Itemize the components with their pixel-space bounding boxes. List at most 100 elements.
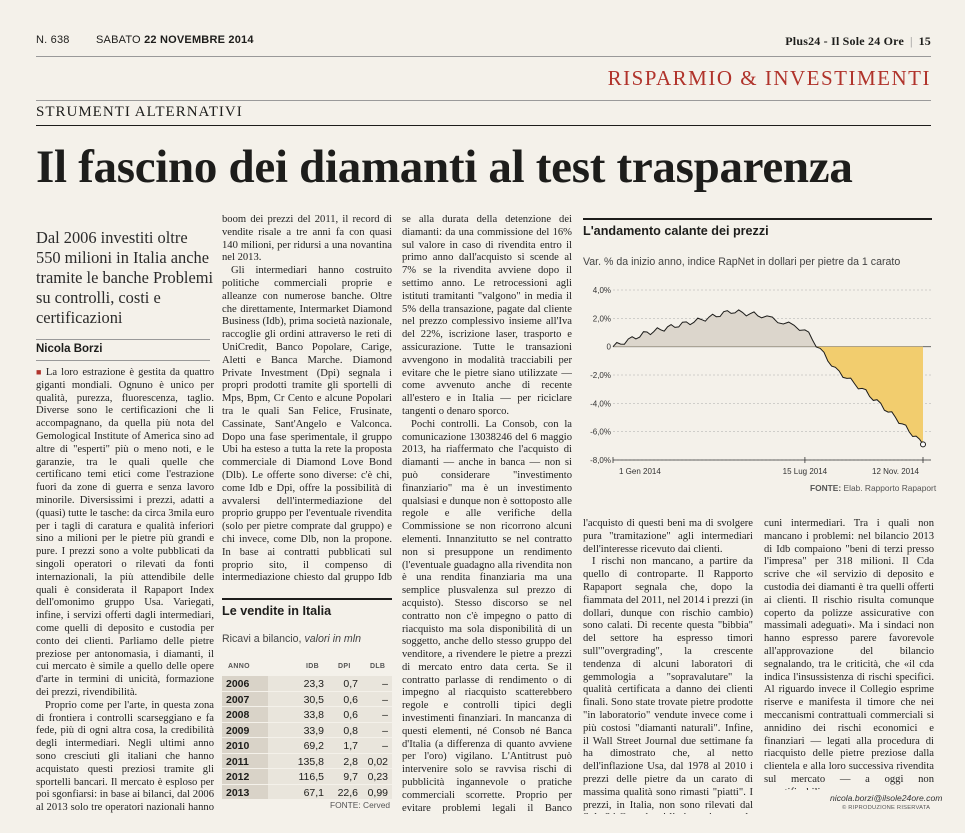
author-rule-top bbox=[36, 339, 210, 340]
table-cell-year: 2007 bbox=[226, 693, 250, 706]
table-cell-year: 2009 bbox=[226, 724, 250, 737]
y-tick-label: -2,0% bbox=[590, 371, 611, 380]
article-paragraph: ■ La loro estrazione è gestita da quattro… bbox=[36, 367, 214, 698]
article-start-icon: ■ bbox=[36, 367, 43, 377]
table-cell-year: 2010 bbox=[226, 740, 250, 752]
table-row: 2012 116,5 9,7 0,23 bbox=[222, 769, 392, 785]
sales-table: 2006 23,3 0,7–2007 30,5 0,6–2008 33,8 0,6–2009… bbox=[222, 676, 392, 800]
series-line bbox=[612, 309, 924, 445]
table-title: Le vendite in Italia bbox=[222, 604, 332, 618]
column-header-dpi: DPI bbox=[338, 663, 351, 670]
chart-subtitle: Var. % da inizio anno, indice RapNet in … bbox=[583, 256, 901, 268]
table-cell: 1,7 bbox=[343, 740, 358, 752]
kicker: STRUMENTI ALTERNATIVI bbox=[36, 104, 243, 120]
column-header-dlb: DLB bbox=[370, 663, 386, 670]
article-paragraph: Proprio come per l'arte, in questa zona … bbox=[36, 699, 214, 814]
table-row: 2006 23,3 0,7 – bbox=[222, 676, 392, 692]
article-paragraph: I rischi non mancano, a partire da quell… bbox=[583, 556, 753, 814]
table-cell-year: 2008 bbox=[226, 709, 250, 721]
table-cell: – bbox=[382, 693, 388, 706]
publication-info: Plus24 - Il Sole 24 Ore | 15 bbox=[785, 34, 931, 48]
author-email: nicola.borzi@ilsole24ore.com bbox=[830, 793, 943, 803]
table-row: 2009 33,9 0,8 – bbox=[222, 722, 392, 738]
table-cell: 0,7 bbox=[343, 678, 358, 690]
article-column-5: cuni intermediari. Tra i quali non manca… bbox=[764, 518, 934, 790]
table-row: 2007 30,5 0,6 – bbox=[222, 691, 392, 707]
table-cell: 0,8 bbox=[343, 724, 358, 737]
table-subtitle: Ricavi a bilancio, valori in mln bbox=[222, 633, 361, 645]
area-positive bbox=[613, 309, 817, 347]
kicker-rule bbox=[36, 125, 931, 126]
page-header: N. 638 SABATO 22 NOVEMBRE 2014 Plus24 - … bbox=[36, 34, 931, 50]
table-cell: – bbox=[382, 678, 388, 690]
table-cell: 33,9 bbox=[303, 724, 324, 737]
publication-name: Plus24 - Il Sole 24 Ore bbox=[785, 34, 904, 48]
table-rule bbox=[222, 598, 392, 600]
table-cell-year: 2013 bbox=[226, 786, 250, 799]
table-row: 2013 67,1 22,6 0,99 bbox=[222, 784, 392, 800]
table-cell: 0,23 bbox=[367, 771, 388, 783]
issue-date: SABATO 22 NOVEMBRE 2014 bbox=[96, 34, 254, 46]
area-negative bbox=[613, 346, 923, 445]
article-paragraph: boom dei prezzi del 2011, il record di v… bbox=[222, 214, 392, 264]
article-column-2: boom dei prezzi del 2011, il record di v… bbox=[222, 214, 392, 582]
article-column-3: se alla durata della detenzione dei diam… bbox=[402, 214, 572, 814]
table-cell: 116,5 bbox=[298, 771, 325, 783]
table-cell: 33,8 bbox=[303, 709, 324, 721]
table-source: FONTE: Cerved bbox=[330, 800, 391, 810]
x-tick-label: 15 Lug 2014 bbox=[783, 467, 828, 476]
table-cell: 0,6 bbox=[343, 693, 358, 706]
price-chart: 4,0% 2,0% 0 -2,0% -4,0% -6,0% -8,0% 1 Gen 2014 1… bbox=[590, 286, 931, 476]
section-title: RISPARMIO & INVESTIMENTI bbox=[607, 66, 931, 90]
table-cell-year: 2011 bbox=[226, 755, 249, 768]
y-tick-label: 4,0% bbox=[593, 286, 611, 295]
y-tick-label: 2,0% bbox=[593, 314, 611, 323]
article-paragraph: Pochi controlli. La Consob, con la comun… bbox=[402, 418, 572, 814]
table-cell-year: 2012 bbox=[226, 771, 250, 783]
y-tick-label: -4,0% bbox=[590, 399, 611, 408]
y-tick-label: -8,0% bbox=[590, 456, 611, 465]
issue-number: N. 638 bbox=[36, 34, 70, 46]
headline: Il fascino dei diamanti al test traspare… bbox=[36, 141, 853, 193]
table-cell: 30,5 bbox=[303, 693, 324, 706]
table-cell: 0,99 bbox=[367, 786, 388, 799]
y-tick-label: 0 bbox=[607, 343, 612, 352]
x-tick-label: 12 Nov. 2014 bbox=[872, 467, 920, 476]
page-number: 15 bbox=[918, 34, 931, 48]
article-paragraph: se alla durata della detenzione dei diam… bbox=[402, 214, 572, 417]
article-paragraph: cuni intermediari. Tra i quali non manca… bbox=[764, 518, 934, 790]
column-header-idb: IDB bbox=[306, 663, 319, 670]
table-cell: 69,2 bbox=[303, 740, 324, 752]
chart-rule bbox=[583, 218, 932, 220]
article-column-1: ■ La loro estrazione è gestita da quattro… bbox=[36, 366, 214, 814]
table-cell: – bbox=[382, 709, 388, 721]
header-rule bbox=[36, 56, 931, 57]
table-header: ANNO IDB DPI DLB bbox=[222, 663, 392, 675]
table-cell: 67,1 bbox=[303, 786, 324, 799]
article-paragraph: l'acquisto di questi beni ma di svolgere… bbox=[583, 518, 753, 555]
table-row: 2010 69,2 1,7 – bbox=[222, 738, 392, 754]
y-tick-label: -6,0% bbox=[590, 428, 611, 437]
article-column-4: l'acquisto di questi beni ma di svolgere… bbox=[583, 518, 753, 814]
table-cell: 0,02 bbox=[367, 755, 388, 768]
table-cell: 9,7 bbox=[343, 771, 358, 783]
copyright-note: © RIPRODUZIONE RISERVATA bbox=[842, 805, 931, 811]
table-cell-year: 2006 bbox=[226, 678, 250, 690]
x-tick-label: 1 Gen 2014 bbox=[619, 467, 661, 476]
table-cell: – bbox=[382, 740, 388, 752]
section-rule bbox=[36, 100, 931, 101]
table-cell: 0,6 bbox=[343, 709, 358, 721]
author-rule-bottom bbox=[36, 360, 210, 361]
subtitle: Dal 2006 investiti oltre 550 milioni in … bbox=[36, 228, 214, 327]
column-header-year: ANNO bbox=[228, 663, 250, 670]
table-cell: – bbox=[382, 724, 388, 737]
table-cell: 135,8 bbox=[297, 755, 324, 768]
table-cell: 22,6 bbox=[337, 786, 358, 799]
table-cell: 2,8 bbox=[343, 755, 358, 768]
chart-title: L'andamento calante dei prezzi bbox=[583, 224, 769, 238]
chart-source: FONTE: Elab. Rapporto Rapaport bbox=[810, 483, 937, 493]
author: Nicola Borzi bbox=[36, 343, 103, 355]
table-cell: 23,3 bbox=[303, 678, 324, 690]
table-row: 2011 135,8 2,8 0,02 bbox=[222, 753, 392, 769]
article-paragraph: Gli intermediari hanno costruito politic… bbox=[222, 265, 392, 582]
